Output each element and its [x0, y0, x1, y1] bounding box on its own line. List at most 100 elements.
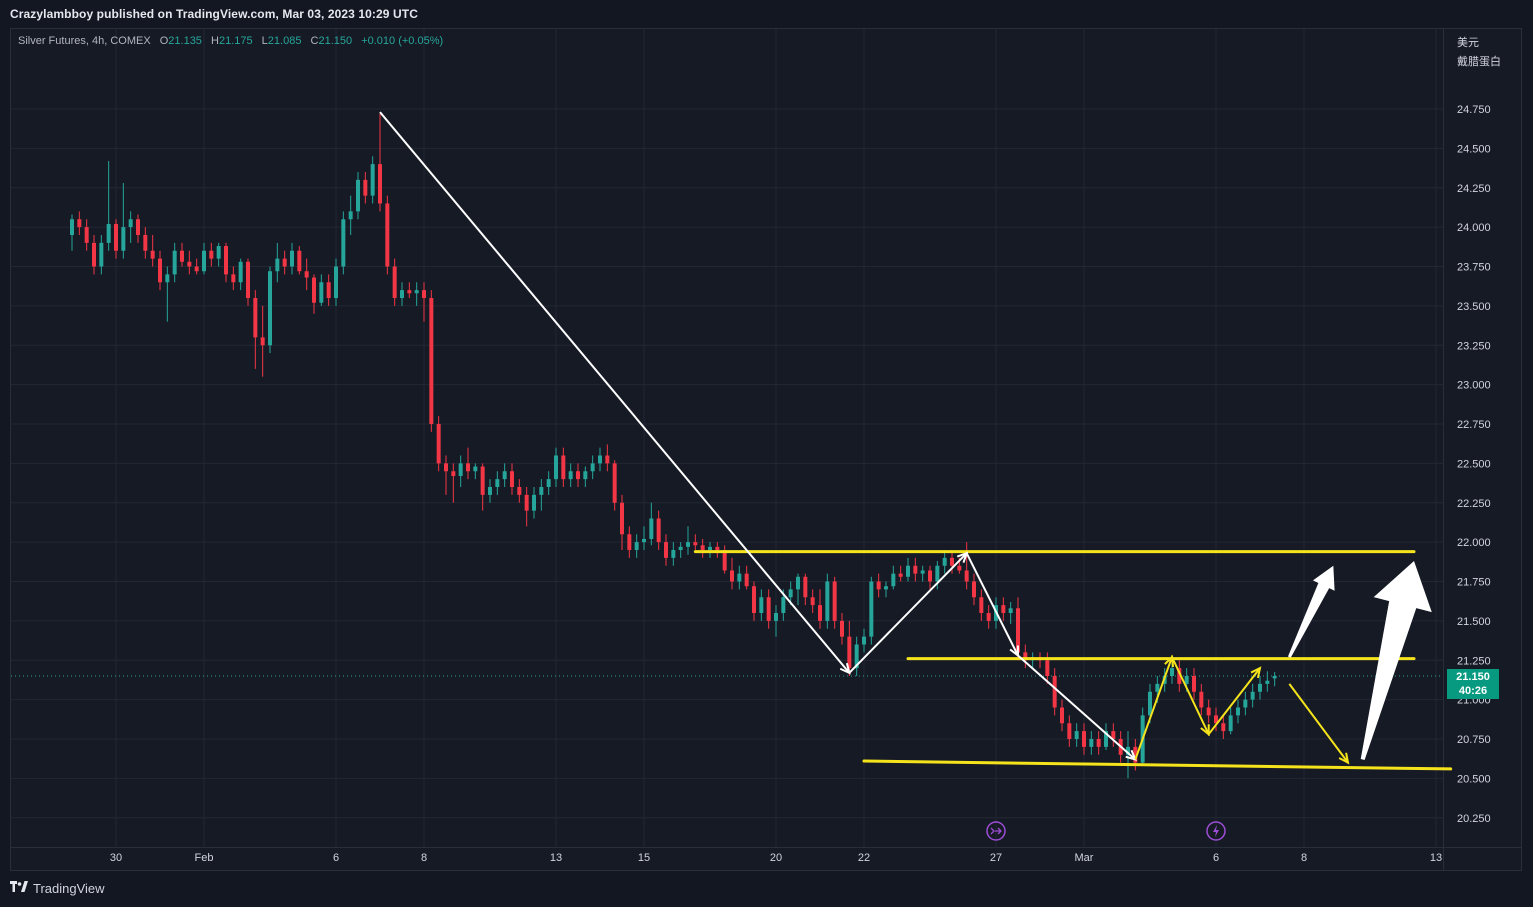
price-tick-label: 20.500 — [1457, 773, 1491, 785]
candle-body — [832, 581, 837, 621]
candle-body — [216, 246, 221, 259]
candle-body — [781, 597, 786, 613]
candle-body — [238, 261, 243, 283]
candle-body — [986, 613, 991, 621]
candle-body — [1177, 668, 1182, 684]
candle-body — [737, 573, 742, 582]
candle-body — [422, 290, 426, 298]
candle-body — [686, 542, 690, 547]
trend-line — [1134, 654, 1261, 760]
candle-body — [1133, 746, 1138, 763]
price-tick-label: 24.500 — [1457, 143, 1491, 155]
candle-body — [1265, 680, 1270, 684]
candle-body — [348, 211, 353, 220]
candle-body — [818, 605, 822, 621]
candle-body — [70, 219, 74, 235]
candle-body — [436, 424, 441, 464]
candle-body — [407, 290, 412, 294]
high-value: 21.175 — [218, 35, 253, 47]
candle-body — [99, 242, 104, 267]
candle-body — [942, 557, 947, 566]
candle-body — [620, 502, 624, 535]
price-tick-label: 23.500 — [1457, 301, 1491, 313]
publisher-line: Crazylambboy published on TradingView.co… — [10, 7, 418, 21]
time-tick-label: 30 — [110, 852, 122, 864]
trend-arrowhead — [1164, 654, 1175, 668]
candle-body — [1206, 707, 1211, 716]
candle-body — [869, 581, 874, 637]
open-value: 21.135 — [168, 35, 202, 47]
last-price-badge: 21.150 40:26 — [1447, 669, 1499, 699]
candle-body — [150, 250, 155, 259]
candle-body — [304, 271, 309, 278]
candle-body — [495, 479, 500, 487]
candle-body — [1250, 691, 1255, 700]
last-price-value: 21.150 — [1456, 671, 1490, 683]
candle-body — [1060, 707, 1064, 724]
candle-body — [1236, 707, 1240, 716]
candle-body — [693, 542, 698, 546]
trend-arrowhead — [1009, 645, 1020, 658]
price-tick-label: 23.250 — [1457, 340, 1491, 352]
candle-body — [260, 337, 265, 346]
candle-body — [1023, 652, 1028, 661]
price-tick-label: 22.750 — [1457, 419, 1491, 431]
open-label: O — [159, 35, 169, 47]
candle-body — [1096, 739, 1101, 747]
trend-arrowhead — [1250, 666, 1262, 679]
candle-body — [840, 620, 844, 637]
price-tick-label: 24.000 — [1457, 222, 1491, 234]
chart-pane[interactable] — [10, 28, 1522, 871]
candle-body — [385, 203, 390, 267]
candle-body — [473, 466, 478, 472]
candle-body — [1089, 739, 1094, 747]
lightning-icon[interactable] — [1206, 821, 1226, 841]
candle-body — [913, 565, 918, 574]
candle-body — [187, 261, 192, 267]
candle-body — [268, 271, 272, 346]
dividend-arrow-icon[interactable] — [986, 821, 1006, 841]
candle-body — [1016, 608, 1020, 653]
candle-body — [1067, 723, 1072, 739]
candle-body — [502, 471, 507, 480]
candle-body — [1184, 676, 1189, 684]
candle-body — [114, 223, 118, 251]
candle-body — [1126, 746, 1130, 755]
time-tick-label: 22 — [858, 852, 870, 864]
candle-body — [231, 274, 236, 283]
candle-body — [194, 266, 199, 272]
candle-body — [972, 581, 976, 598]
big-up-arrow — [1360, 561, 1432, 760]
symbol-name: Silver Futures, 4h, COMEX — [18, 35, 151, 47]
currency-line-2: 戴腊蛋白 — [1457, 56, 1501, 68]
dividend-arrow-icon-ring — [986, 821, 1006, 841]
close-label: C — [310, 35, 319, 47]
candle-body — [356, 179, 360, 212]
tradingview-logo[interactable]: TradingView — [10, 881, 105, 896]
candle-body — [979, 597, 984, 613]
lightning-icon-ring — [1206, 821, 1226, 841]
candle-body — [906, 565, 910, 577]
candle-body — [224, 246, 228, 275]
candle-body — [77, 219, 82, 228]
time-tick-label: 20 — [770, 852, 782, 864]
tv-logo-svg — [10, 881, 28, 892]
candle-body — [524, 494, 529, 511]
candle-body — [84, 227, 89, 243]
candle-body — [1082, 731, 1086, 747]
candle-body — [649, 518, 654, 539]
candle-body — [1008, 608, 1013, 613]
candle-body — [847, 636, 852, 669]
candle-body — [1104, 731, 1108, 747]
candle-body — [392, 266, 397, 298]
candle-body — [466, 463, 470, 472]
time-tick-label: Mar — [1075, 852, 1094, 864]
candle-body — [759, 597, 764, 613]
candle-body — [378, 164, 382, 204]
currency-line-1: 美元 — [1457, 37, 1479, 49]
currency-unit[interactable]: 美元 戴腊蛋白 — [1457, 34, 1501, 72]
candle-body — [488, 487, 492, 495]
candle-body — [730, 570, 734, 582]
low-label: L — [261, 35, 268, 47]
